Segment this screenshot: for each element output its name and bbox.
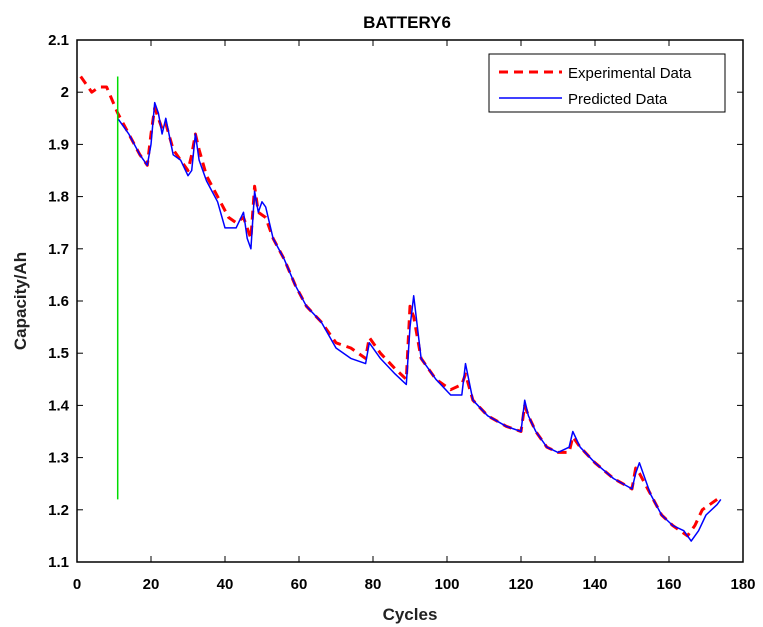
- y-tick-label: 1.3: [48, 450, 69, 467]
- predicted-data-line: [117, 101, 722, 542]
- x-tick-label: 120: [508, 576, 533, 593]
- y-tick-label: 2: [61, 84, 69, 101]
- legend-label-experimental: Experimental Data: [568, 65, 692, 82]
- y-tick-label: 1.5: [48, 345, 69, 362]
- y-axis-label: Capacity/Ah: [11, 252, 30, 350]
- y-tick-label: 1.1: [48, 554, 69, 571]
- x-tick-label: 100: [434, 576, 459, 593]
- x-tick-label: 180: [730, 576, 755, 593]
- series-layer: [79, 75, 722, 542]
- chart-title: BATTERY6: [363, 13, 451, 32]
- y-tick-label: 1.2: [48, 502, 69, 519]
- y-tick-label: 1.7: [48, 241, 69, 258]
- x-tick-label: 140: [582, 576, 607, 593]
- y-tick-label: 2.1: [48, 32, 69, 49]
- legend-label-predicted: Predicted Data: [568, 91, 668, 108]
- x-axis-label: Cycles: [383, 605, 438, 624]
- x-tick-label: 80: [365, 576, 382, 593]
- y-tick-label: 1.6: [48, 293, 69, 310]
- legend-box: [488, 53, 726, 113]
- x-tick-label: 20: [143, 576, 160, 593]
- x-axis: 0 20 40 60 80 100 120 140 160 180: [73, 40, 756, 593]
- y-tick-label: 1.8: [48, 189, 69, 206]
- x-tick-label: 40: [217, 576, 234, 593]
- x-tick-label: 160: [656, 576, 681, 593]
- x-tick-label: 0: [73, 576, 81, 593]
- y-tick-label: 1.9: [48, 136, 69, 153]
- y-axis: 1.1 1.2 1.3 1.4 1.5 1.6 1.7 1.8 1.9 2 2.1: [48, 32, 743, 571]
- y-tick-label: 1.4: [48, 397, 70, 414]
- x-tick-label: 60: [291, 576, 308, 593]
- legend: Experimental Data Predicted Data: [488, 53, 726, 113]
